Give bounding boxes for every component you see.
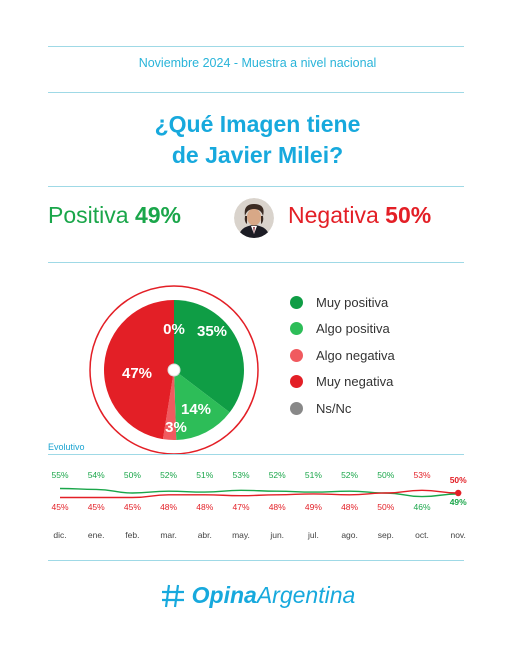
positive-data-label: 53% [232,470,249,480]
negative-data-label: 48% [160,502,177,512]
positive-data-label: 49% [450,497,467,507]
last-point-marker [455,489,462,497]
x-tick-label: mar. [160,530,177,540]
negative-summary: Negativa 50% [288,202,431,229]
legend-label: Muy negativa [316,374,394,389]
pie-label: 3% [165,419,187,436]
negative-data-label: 49% [305,502,322,512]
positive-data-label: 52% [160,470,177,480]
negative-data-label: 50% [450,475,467,485]
pie-label: 14% [181,401,211,418]
summary-rule [48,262,464,263]
positive-data-label: 50% [377,470,394,480]
negative-label: Negativa [288,202,379,228]
positive-data-label: 50% [124,470,141,480]
legend-item: Muy positiva [290,292,388,312]
legend-item: Ns/Nc [290,398,351,418]
positive-data-label: 51% [305,470,322,480]
pie-label: 0% [163,321,185,338]
x-tick-label: ago. [341,530,358,540]
x-tick-label: oct. [415,530,429,540]
x-tick-label: dic. [53,530,66,540]
negative-data-label: 48% [269,502,286,512]
negative-data-label: 48% [341,502,358,512]
page-title: ¿Qué Imagen tiene de Javier Milei? [0,109,515,171]
pie-slice-algo-negativa [162,370,177,440]
pie-slice-algo-positiva [174,370,230,440]
x-tick-label: abr. [198,530,212,540]
negative-data-label: 45% [51,502,68,512]
evolution-rule [48,454,464,455]
title-line-2: de Javier Milei? [171,142,344,168]
positive-data-label: 46% [413,502,430,512]
x-tick-label: ene. [88,530,105,540]
x-tick-label: feb. [125,530,139,540]
x-tick-label: nov. [450,530,465,540]
negative-value: 50% [385,202,432,228]
hashtag-icon [161,584,184,607]
positive-data-label: 52% [269,470,286,480]
pie-label: 47% [122,365,152,382]
x-tick-label: jun. [269,530,284,540]
positive-summary: Positiva 49% [48,202,181,229]
evolution-line-chart: 55% 54% 50% 52% 51% 53% 52% 51% 52% 50% 46% 49% 45% 4… [51,470,467,540]
x-tick-label: sep. [378,530,394,540]
positive-label: Positiva [48,202,129,228]
image-pie-chart: 35% 14%3% 47% 0% [89,285,259,455]
negative-data-label: 48% [196,502,213,512]
portrait-avatar [234,198,274,238]
legend-swatch [290,295,303,309]
legend-swatch [290,375,303,388]
opina-argentina-logo: OpinaArgentina [0,582,515,609]
evolution-title: Evolutivo [48,442,85,452]
x-tick-label: jul. [307,530,319,540]
x-tick-label: may. [232,530,250,540]
title-line-1: ¿Qué Imagen tiene [154,111,361,137]
pie-slice-muy-negativa [103,300,174,440]
negative-data-label: 45% [124,502,141,512]
footer-rule [48,560,464,561]
legend-label: Muy positiva [316,294,389,310]
page-subtitle: Noviembre 2024 - Muestra a nivel naciona… [138,56,377,70]
positive-value: 49% [134,202,181,228]
legend-swatch [290,401,303,415]
title-rule [48,186,464,187]
negative-data-label: 50% [377,502,394,512]
negative-series-line [59,489,459,499]
legend-swatch [290,348,303,362]
legend-label: Algo negativa [316,347,395,363]
negative-data-label: 47% [232,502,249,512]
positive-data-label: 55% [51,470,68,480]
negative-data-label: 45% [88,502,105,512]
logo-regular: Argentina [256,582,356,608]
positive-data-label: 51% [196,470,213,480]
legend-item: Muy negativa [290,372,393,392]
legend-label: Ns/Nc [316,400,352,416]
pie-slice-muy-positiva [174,300,244,413]
logo-bold: Opina [191,582,257,608]
positive-data-label: 54% [88,470,105,480]
pie-label: 35% [197,323,227,340]
legend-swatch [290,322,303,335]
subtitle-rule [48,92,464,93]
pie-center-dot [167,363,181,377]
legend-item: Algo positiva [290,319,390,339]
logo-text: OpinaArgentina [192,582,356,609]
positive-data-label: 52% [341,470,358,480]
top-rule [48,46,464,47]
legend-label: Algo positiva [316,321,390,336]
legend-item: Algo negativa [290,345,395,365]
negative-data-label: 53% [413,470,430,480]
